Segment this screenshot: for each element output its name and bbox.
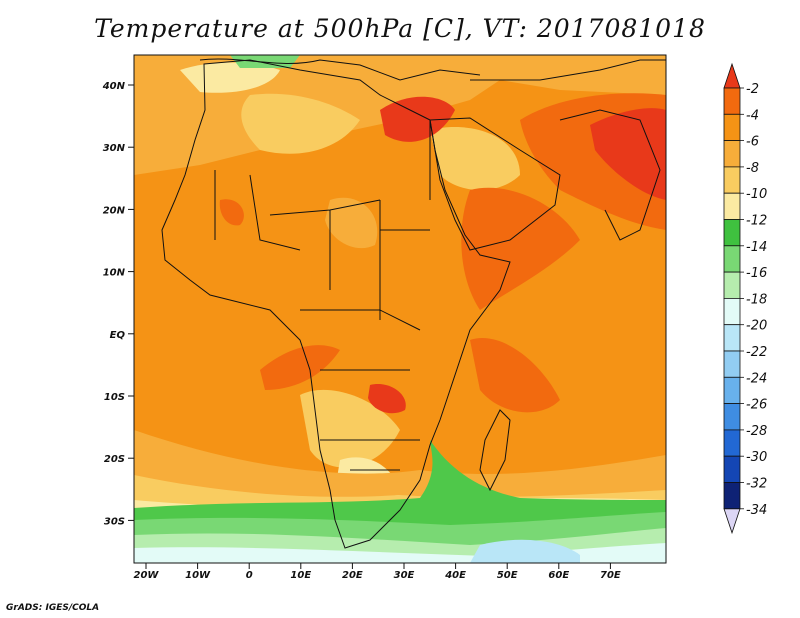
- lat-tick-label: 10S: [104, 392, 125, 403]
- lon-tick-label: 40E: [444, 570, 466, 581]
- colorbar-label: -26: [746, 398, 767, 413]
- colorbar-label: -28: [746, 424, 767, 439]
- colorbar-label: -6: [746, 135, 759, 150]
- colorbar-segment: [723, 166, 741, 194]
- colorbar-bottom-arrow: [723, 508, 741, 535]
- lon-tick-label: 10E: [290, 570, 311, 581]
- lat-tick-label: 10N: [103, 268, 126, 279]
- colorbar-label: -30: [746, 450, 767, 465]
- colorbar-segment: [723, 271, 741, 299]
- colorbar-segment: [723, 192, 741, 220]
- colorbar-segment: [723, 297, 741, 326]
- colorbar-segment: [723, 87, 741, 115]
- colorbar-top-arrow: [723, 62, 741, 89]
- lon-tick-label: 30E: [394, 570, 415, 581]
- lat-tick-label: EQ: [110, 330, 126, 341]
- colorbar-label: -22: [746, 345, 767, 360]
- lat-tick-label: 20N: [103, 205, 126, 216]
- lon-tick-label: 20W: [134, 570, 160, 581]
- coastlines: [161, 58, 666, 549]
- colorbar-label: -24: [746, 371, 767, 386]
- latitude-axis: 40N 30N 20N 10N EQ 10S 20S 30S: [102, 81, 134, 527]
- colorbar-label: -4: [746, 108, 759, 123]
- colorbar-label: -20: [746, 319, 767, 334]
- colorbar-label: -16: [746, 266, 767, 281]
- plot-frame: [133, 54, 667, 564]
- credit-label: GrADS: IGES/COLA: [6, 603, 100, 613]
- colorbar-segment: [723, 455, 741, 483]
- lon-tick-label: 20E: [342, 570, 363, 581]
- colorbar-label: -32: [746, 477, 767, 492]
- longitude-axis: 20W 10W 0 10E 20E 30E 40E 50E 60E 70E: [134, 563, 621, 581]
- colorbar-segment: [723, 482, 741, 510]
- colorbar-segment: [723, 245, 741, 273]
- lat-tick-label: 30N: [103, 143, 126, 154]
- colorbar-segment: [723, 403, 741, 431]
- lon-tick-label: 60E: [548, 570, 569, 581]
- colorbar-label: -34: [746, 503, 767, 518]
- colorbar: -2 -4 -6 -8 -10 -12 -14 -16 -18 -20 -22 -24 -26 -28 -3…: [723, 62, 767, 535]
- colorbar-label: -2: [746, 82, 759, 97]
- lat-tick-label: 30S: [104, 516, 125, 527]
- colorbar-segment: [723, 113, 741, 142]
- lon-tick-label: 10W: [185, 570, 211, 581]
- lon-tick-label: 50E: [497, 570, 518, 581]
- colorbar-segment: [723, 140, 741, 168]
- lon-tick-label: 70E: [600, 570, 621, 581]
- colorbar-segment: [723, 219, 741, 247]
- colorbar-label: -14: [746, 240, 767, 255]
- colorbar-segment: [723, 350, 741, 378]
- colorbar-segment: [723, 376, 741, 404]
- colorbar-label: -12: [746, 214, 767, 229]
- temperature-field: [134, 55, 666, 563]
- colorbar-label: -18: [746, 292, 767, 307]
- colorbar-segment: [723, 324, 741, 352]
- colorbar-segment: [723, 429, 741, 457]
- map-title: Temperature at 500hPa [C], VT: 201708101…: [94, 14, 706, 43]
- lat-tick-label: 20S: [104, 454, 125, 465]
- lat-tick-label: 40N: [102, 81, 126, 92]
- colorbar-label: -10: [746, 187, 767, 202]
- colorbar-label: -8: [746, 161, 759, 176]
- lon-tick-label: 0: [246, 570, 253, 581]
